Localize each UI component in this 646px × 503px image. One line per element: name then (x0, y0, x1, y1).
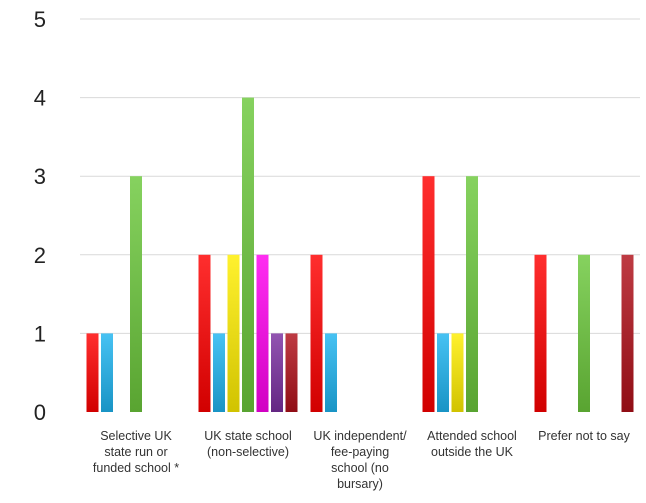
bar (437, 333, 449, 412)
bar (621, 254, 634, 412)
bar (466, 176, 478, 412)
x-category-label-line: UK independent/ (313, 429, 407, 443)
gridlines (80, 18, 640, 334)
x-category-label-line: Attended school (427, 429, 517, 443)
bar (213, 333, 225, 412)
x-category-label: UK state school (non-selective) (193, 428, 303, 460)
bar (86, 333, 99, 412)
y-tick-label: 1 (34, 321, 46, 346)
x-category-label: Selective UK state run or funded school * (81, 428, 191, 476)
y-tick-label: 2 (34, 243, 46, 268)
x-category-label-line: Prefer not to say (538, 429, 630, 443)
bar (130, 176, 142, 412)
x-category-label-line: funded school * (92, 461, 180, 475)
bar (325, 333, 337, 412)
x-category-label-line: outside the UK (431, 445, 513, 459)
y-tick-label: 5 (34, 7, 46, 32)
x-category-label: UK independent/fee-paying school (no bursa… (305, 428, 415, 492)
y-axis-tick-labels: 0 1 2 3 4 5 (34, 7, 46, 425)
bar (451, 333, 464, 412)
bars (86, 97, 634, 412)
bar (227, 254, 240, 412)
bar (534, 254, 547, 412)
bar (271, 333, 283, 412)
x-category-label-line: school (no (331, 461, 389, 475)
bar (578, 254, 590, 412)
bar (198, 254, 211, 412)
bar (242, 97, 254, 412)
bar (101, 333, 113, 412)
x-category-label: Prefer not to say (529, 428, 639, 444)
y-tick-label: 0 (34, 400, 46, 425)
x-category-label: Attended school outside the UK (417, 428, 527, 460)
x-category-label-line: Selective UK (100, 429, 172, 443)
x-category-label-line: state run or (104, 445, 168, 459)
y-tick-label: 3 (34, 164, 46, 189)
bar (285, 333, 298, 412)
x-category-label-line: bursary) (337, 477, 383, 491)
bar (422, 176, 435, 412)
y-tick-label: 4 (34, 86, 46, 111)
x-category-label-line: UK state school (204, 429, 292, 443)
x-category-label-line: fee-paying (330, 445, 390, 459)
x-category-label-line: (non-selective) (207, 445, 289, 459)
bar (310, 254, 323, 412)
bar (256, 254, 269, 412)
